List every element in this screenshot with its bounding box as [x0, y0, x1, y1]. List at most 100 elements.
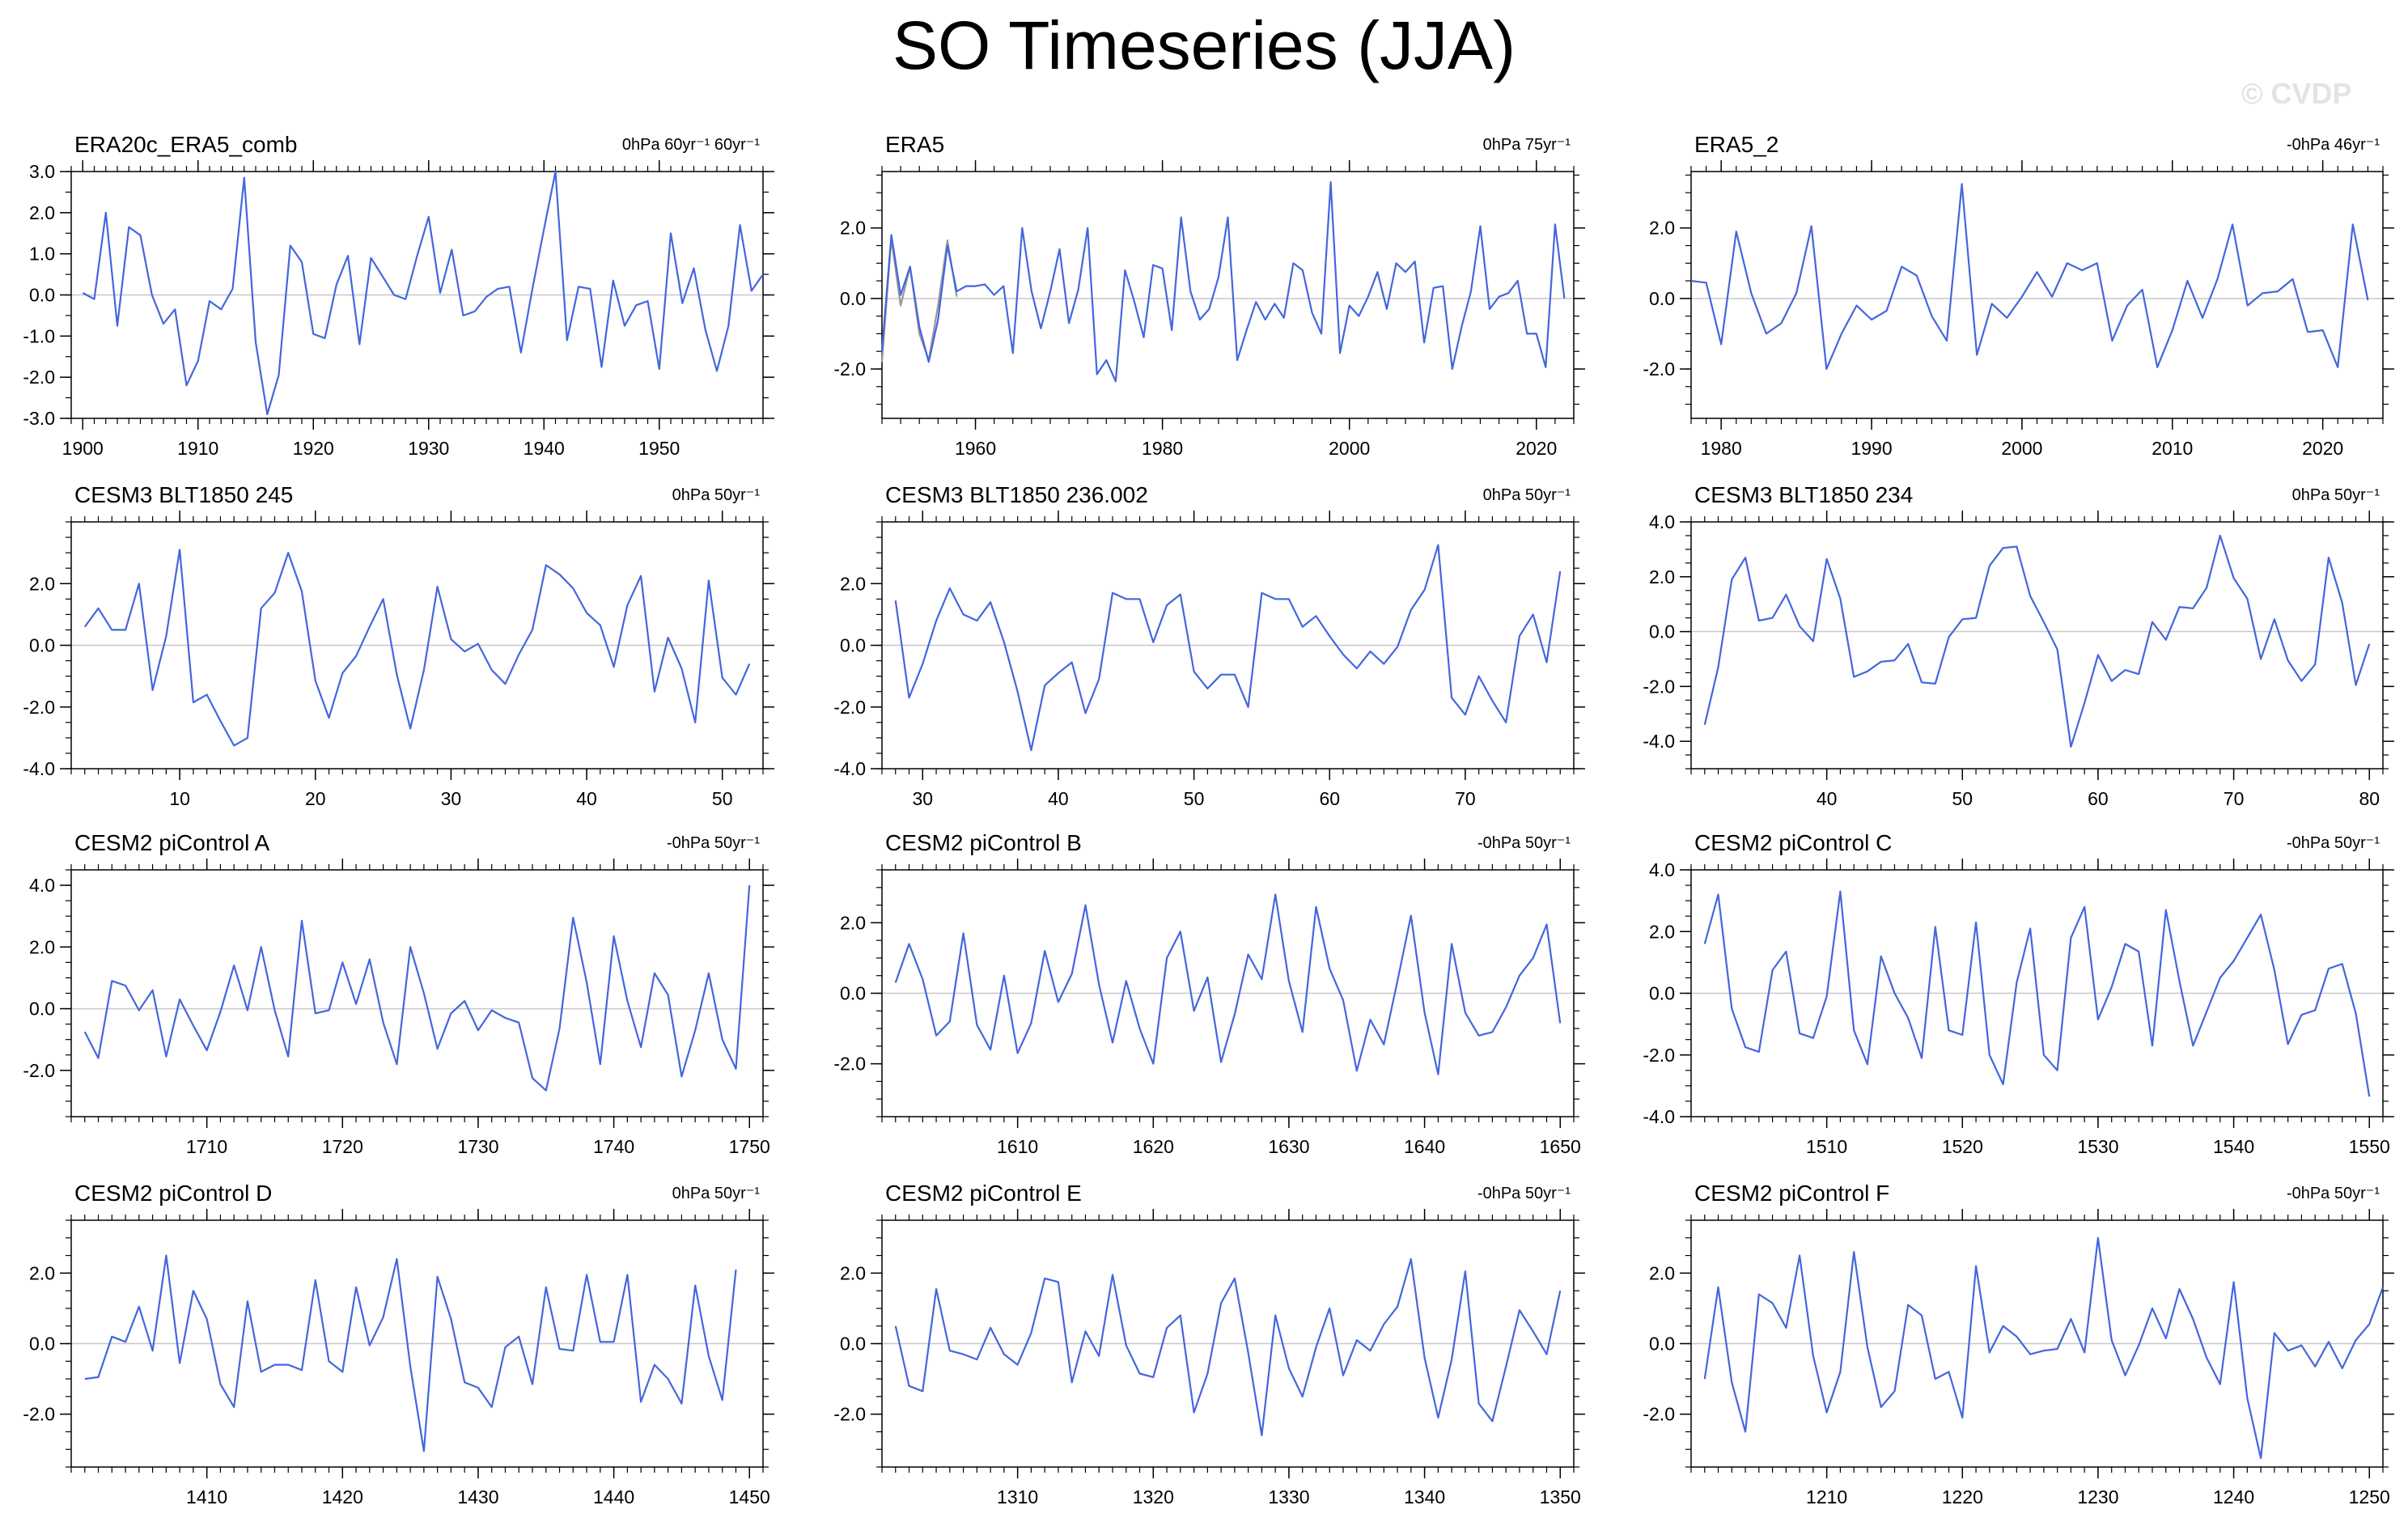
panel-title: CESM2 piControl C: [1694, 830, 1892, 855]
y-tick-label: 0.0: [29, 1334, 55, 1355]
x-tick-label: 1220: [1942, 1486, 1983, 1507]
y-tick-label: -4.0: [1643, 1106, 1675, 1127]
x-tick-label: 30: [441, 788, 462, 809]
panel-12: CESM2 piControl F -0hPa 50yr⁻¹ -2.0 0.0 2.0 1…: [1643, 1181, 2394, 1507]
y-tick-label: -4.0: [23, 758, 55, 779]
x-tick-label: 40: [1817, 788, 1838, 809]
y-tick-label: 4.0: [29, 875, 55, 896]
panel-title: CESM2 piControl D: [74, 1181, 272, 1206]
y-tick-label: -2.0: [833, 358, 866, 380]
y-tick-label: 0.0: [840, 635, 866, 656]
y-tick-label: 0.0: [840, 288, 866, 309]
series-line: [880, 181, 1566, 383]
x-tick-label: 1720: [322, 1136, 363, 1157]
series-line: [1703, 890, 2371, 1097]
panel-7: CESM2 piControl A -0hPa 50yr⁻¹ -2.0 0.0 2.0 4…: [23, 830, 774, 1157]
y-tick-label: -2.0: [1643, 358, 1675, 380]
x-tick-label: 1980: [1701, 438, 1742, 459]
panel-title: CESM2 piControl B: [885, 830, 1082, 855]
x-tick-label: 2010: [2152, 438, 2193, 459]
x-tick-label: 1740: [593, 1136, 634, 1157]
x-tick-label: 1440: [593, 1486, 634, 1507]
overlay-series-line: [880, 237, 958, 363]
y-tick-label: 3.0: [29, 161, 55, 182]
series-line: [82, 170, 764, 415]
x-tick-label: 1410: [186, 1486, 227, 1507]
y-tick-label: 0.0: [1649, 1334, 1675, 1355]
y-tick-label: 0.0: [29, 999, 55, 1020]
x-tick-label: 2000: [2001, 438, 2042, 459]
series-line: [83, 885, 751, 1092]
x-tick-label: 1940: [524, 438, 565, 459]
x-tick-label: 60: [2088, 788, 2109, 809]
panel-9: CESM2 piControl C -0hPa 50yr⁻¹ -4.0 -2.0 0.0…: [1643, 830, 2394, 1157]
x-tick-label: 1450: [729, 1486, 770, 1507]
panel-title: CESM2 piControl F: [1694, 1181, 1889, 1206]
x-tick-label: 1540: [2213, 1136, 2254, 1157]
x-tick-label: 1960: [955, 438, 996, 459]
x-tick-label: 1420: [322, 1486, 363, 1507]
y-tick-label: 2.0: [840, 573, 866, 594]
y-tick-label: 2.0: [1649, 218, 1675, 239]
x-tick-label: 1980: [1142, 438, 1183, 459]
x-tick-label: 1630: [1268, 1136, 1309, 1157]
x-tick-label: 30: [912, 788, 933, 809]
panel-11: CESM2 piControl E -0hPa 50yr⁻¹ -2.0 0.0 2.0 1…: [833, 1181, 1585, 1507]
x-tick-label: 1530: [2077, 1136, 2118, 1157]
x-tick-label: 1230: [2077, 1486, 2118, 1507]
y-tick-label: -2.0: [23, 1060, 55, 1081]
y-tick-label: 0.0: [29, 635, 55, 656]
panel-annotation: -0hPa 50yr⁻¹: [2287, 834, 2380, 852]
x-tick-label: 1330: [1268, 1486, 1309, 1507]
y-tick-label: -2.0: [23, 697, 55, 718]
x-tick-label: 1350: [1540, 1486, 1581, 1507]
x-tick-label: 60: [1319, 788, 1340, 809]
plot-frame: [1690, 521, 2384, 770]
panel-title: CESM3 BLT1850 236.002: [885, 482, 1148, 507]
x-tick-label: 80: [2359, 788, 2380, 809]
panel-6: CESM3 BLT1850 234 0hPa 50yr⁻¹ -4.0 -2.0 0.0 2…: [1643, 482, 2394, 809]
y-tick-label: 2.0: [29, 936, 55, 957]
panel-annotation: 0hPa 50yr⁻¹: [672, 486, 761, 504]
series-line: [1703, 1236, 2385, 1460]
y-tick-label: -2.0: [1643, 1404, 1675, 1425]
series-line: [894, 893, 1562, 1075]
panel-1: ERA20c_ERA5_comb 0hPa 60yr⁻¹ 60yr⁻¹ -3.0 -2…: [23, 132, 774, 459]
x-tick-label: 1320: [1133, 1486, 1174, 1507]
panel-annotation: -0hPa 50yr⁻¹: [1477, 1185, 1571, 1202]
y-tick-label: -2.0: [1643, 1045, 1675, 1066]
panel-annotation: 0hPa 50yr⁻¹: [672, 1185, 761, 1202]
x-tick-label: 1310: [997, 1486, 1038, 1507]
y-tick-label: 0.0: [1649, 288, 1675, 309]
y-tick-label: -1.0: [23, 325, 55, 346]
series-line: [894, 1257, 1562, 1436]
plot-frame: [70, 869, 764, 1117]
y-tick-label: 0.0: [840, 1334, 866, 1355]
y-tick-label: 2.0: [840, 1262, 866, 1283]
x-tick-label: 1430: [457, 1486, 498, 1507]
x-tick-label: 1710: [186, 1136, 227, 1157]
panel-annotation: 0hPa 50yr⁻¹: [1483, 486, 1571, 504]
panel-8: CESM2 piControl B -0hPa 50yr⁻¹ -2.0 0.0 2.0 1…: [833, 830, 1585, 1157]
x-tick-label: 70: [1455, 788, 1476, 809]
x-tick-label: 1730: [457, 1136, 498, 1157]
x-tick-label: 50: [712, 788, 733, 809]
x-tick-label: 50: [1184, 788, 1205, 809]
y-tick-label: 2.0: [1649, 921, 1675, 942]
x-tick-label: 1620: [1133, 1136, 1174, 1157]
panel-4: CESM3 BLT1850 245 0hPa 50yr⁻¹ -4.0 -2.0 0.0 2…: [23, 482, 774, 809]
panel-annotation: 0hPa 50yr⁻¹: [2292, 486, 2380, 504]
y-tick-label: 1.0: [29, 244, 55, 265]
panel-title: CESM2 piControl E: [885, 1181, 1082, 1206]
y-tick-label: 2.0: [1649, 566, 1675, 587]
x-tick-label: 1340: [1404, 1486, 1445, 1507]
y-tick-label: 2.0: [840, 218, 866, 239]
x-tick-label: 1640: [1404, 1136, 1445, 1157]
x-tick-label: 1930: [408, 438, 449, 459]
x-tick-label: 20: [305, 788, 326, 809]
y-tick-label: 2.0: [840, 912, 866, 933]
x-tick-label: 1510: [1806, 1136, 1847, 1157]
y-tick-label: 2.0: [29, 1262, 55, 1283]
panel-annotation: -0hPa 46yr⁻¹: [2287, 136, 2380, 154]
